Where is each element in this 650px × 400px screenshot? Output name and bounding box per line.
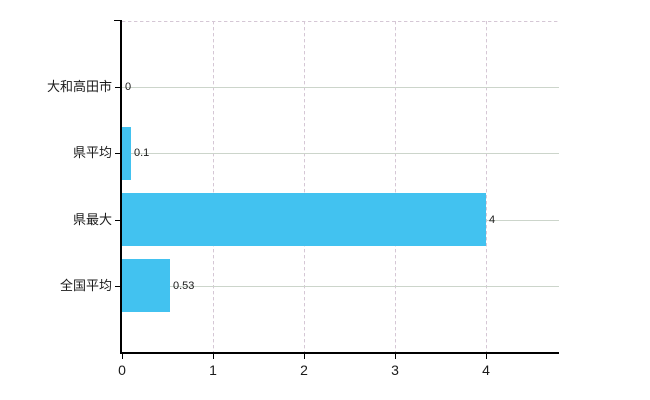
y-axis [120, 20, 122, 354]
plot-top-border [122, 21, 559, 22]
vertical-gridline [213, 21, 214, 352]
y-axis-tick [115, 87, 122, 88]
category-label: 全国平均 [59, 278, 112, 293]
x-tick-label: 0 [118, 362, 126, 378]
x-tick-label: 1 [209, 362, 217, 378]
vertical-gridline [395, 21, 396, 352]
y-axis-tick [115, 286, 122, 287]
horizontal-gridline [122, 153, 559, 154]
category-label: 県最大 [72, 212, 112, 227]
category-label: 大和高田市 [46, 79, 112, 94]
value-label: 0 [125, 81, 132, 93]
y-axis-tick [115, 220, 122, 221]
x-axis [120, 352, 559, 354]
value-label: 4 [489, 214, 496, 226]
value-label: 0.53 [173, 280, 195, 292]
x-axis-tick [122, 354, 123, 359]
x-tick-label: 2 [300, 362, 308, 378]
x-tick-label: 3 [391, 362, 399, 378]
vertical-gridline [304, 21, 305, 352]
y-axis-tick [115, 153, 122, 154]
bar [122, 127, 131, 180]
x-axis-tick [395, 354, 396, 359]
bar [122, 259, 170, 312]
bar [122, 193, 486, 246]
category-label: 県平均 [72, 145, 112, 160]
y-axis-end-tick [114, 20, 121, 21]
horizontal-gridline [122, 286, 559, 287]
x-axis-tick [213, 354, 214, 359]
horizontal-gridline [122, 87, 559, 88]
value-label: 0.1 [134, 147, 150, 159]
x-tick-label: 4 [482, 362, 490, 378]
vertical-gridline [486, 21, 487, 352]
x-axis-tick [486, 354, 487, 359]
x-axis-tick [304, 354, 305, 359]
